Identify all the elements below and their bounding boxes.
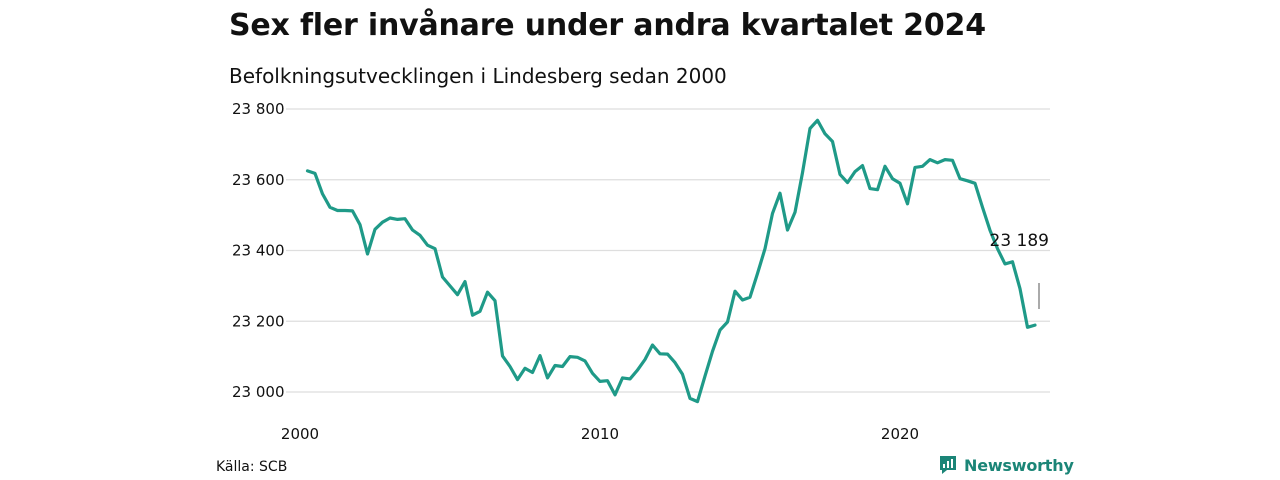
y-axis-tick-labels: 23 000 23 200 23 400 23 600 23 800	[232, 100, 285, 401]
y-tick-label: 23 400	[232, 242, 285, 260]
latest-value-label: 23 189	[990, 231, 1049, 251]
series-layer	[305, 118, 1037, 404]
brand-name: Newsworthy	[964, 455, 1074, 475]
y-tick-label: 23 600	[232, 171, 285, 189]
x-tick-label: 2010	[581, 425, 619, 443]
y-tick-label: 23 800	[232, 100, 285, 118]
chart-subtitle: Befolkningsutvecklingen i Lindesberg sed…	[229, 64, 727, 88]
brand-logo[interactable]: Newsworthy	[938, 455, 1074, 475]
x-tick-label: 2020	[881, 425, 919, 443]
y-tick-label: 23 200	[232, 312, 285, 330]
annotation-layer: 23 189	[990, 231, 1049, 309]
source-note: Källa: SCB	[216, 459, 288, 475]
y-tick-label: 23 000	[232, 383, 285, 401]
x-tick-label: 2000	[281, 425, 319, 443]
newsworthy-logo-icon	[940, 456, 956, 474]
chart-title: Sex fler invånare under andra kvartalet …	[229, 8, 986, 43]
series-line	[305, 118, 1037, 404]
x-axis-tick-labels: 2000 2010 2020	[281, 425, 919, 443]
grid-lines	[286, 108, 1050, 393]
